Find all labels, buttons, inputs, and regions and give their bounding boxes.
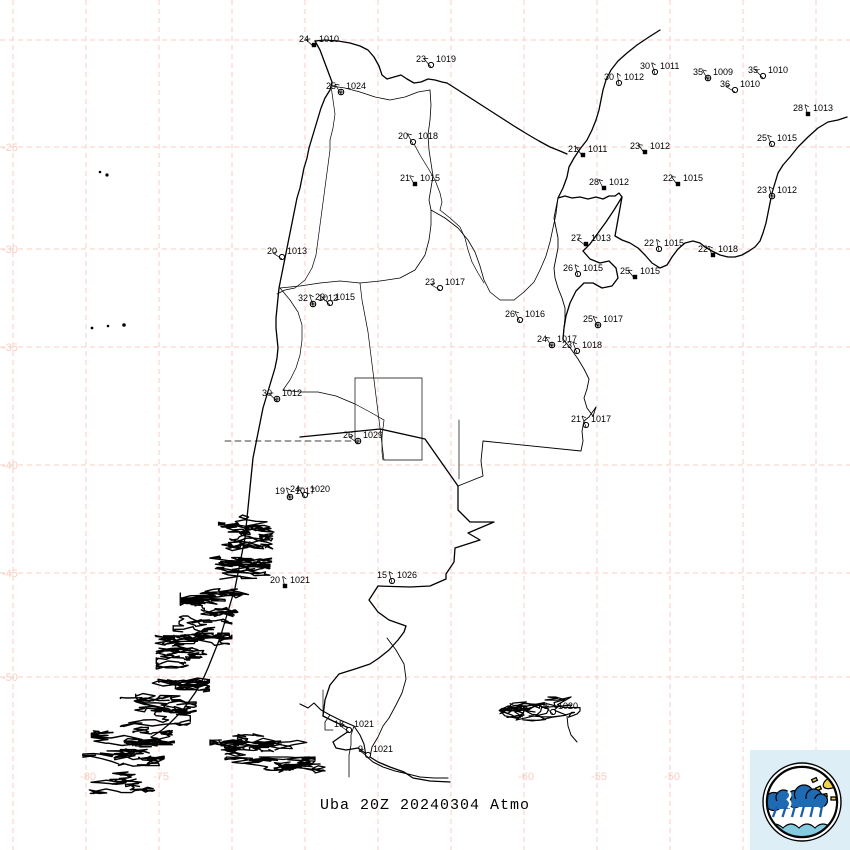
svg-text:1015: 1015 [583, 263, 603, 273]
svg-text:23: 23 [757, 185, 767, 195]
svg-text:32: 32 [298, 293, 308, 303]
svg-text:1012: 1012 [777, 185, 797, 195]
svg-text:1017: 1017 [603, 314, 623, 324]
svg-text:19: 19 [275, 486, 285, 496]
svg-text:1012: 1012 [282, 388, 302, 398]
svg-text:-25: -25 [2, 142, 18, 154]
svg-text:-55: -55 [591, 771, 607, 783]
svg-text:28: 28 [589, 177, 599, 187]
svg-text:27: 27 [571, 233, 581, 243]
svg-text:23: 23 [630, 141, 640, 151]
svg-text:22: 22 [698, 244, 708, 254]
svg-text:21: 21 [400, 173, 410, 183]
svg-text:23: 23 [425, 277, 435, 287]
svg-text:26: 26 [563, 263, 573, 273]
svg-text:30: 30 [604, 72, 614, 82]
svg-text:1020: 1020 [558, 701, 578, 711]
svg-text:1020: 1020 [310, 484, 330, 494]
svg-text:20: 20 [270, 575, 280, 585]
svg-text:1015: 1015 [664, 238, 684, 248]
svg-text:1012: 1012 [650, 141, 670, 151]
svg-text:1021: 1021 [354, 719, 374, 729]
svg-text:21: 21 [571, 414, 581, 424]
svg-text:1009: 1009 [713, 67, 733, 77]
svg-text:1013: 1013 [287, 246, 307, 256]
svg-text:-30: -30 [2, 244, 18, 256]
svg-text:-75: -75 [153, 771, 169, 783]
svg-text:1018: 1018 [718, 244, 738, 254]
svg-text:1017: 1017 [445, 277, 465, 287]
svg-text:1029: 1029 [363, 430, 383, 440]
svg-text:-60: -60 [518, 771, 534, 783]
svg-text:30: 30 [640, 61, 650, 71]
svg-text:36: 36 [720, 79, 730, 89]
svg-text:-50: -50 [2, 672, 18, 684]
svg-text:1018: 1018 [418, 131, 438, 141]
svg-text:1012: 1012 [609, 177, 629, 187]
svg-text:1015: 1015 [683, 173, 703, 183]
svg-text:25: 25 [326, 81, 336, 91]
svg-text:1011: 1011 [660, 61, 679, 71]
svg-text:22: 22 [663, 173, 673, 183]
svg-text:28: 28 [793, 103, 803, 113]
svg-text:1021: 1021 [373, 744, 393, 754]
svg-text:1012: 1012 [624, 72, 644, 82]
svg-text:1016: 1016 [525, 309, 545, 319]
svg-text:1010: 1010 [319, 34, 339, 44]
svg-text:1015: 1015 [335, 292, 355, 302]
svg-text:1013: 1013 [591, 233, 611, 243]
svg-text:26: 26 [505, 309, 515, 319]
svg-text:22: 22 [644, 238, 654, 248]
svg-text:1011: 1011 [588, 144, 607, 154]
svg-text:1013: 1013 [813, 103, 833, 113]
svg-text:23: 23 [562, 340, 572, 350]
svg-text:1015: 1015 [777, 133, 797, 143]
svg-text:-45: -45 [2, 568, 18, 580]
svg-text:-80: -80 [80, 771, 96, 783]
svg-text:21: 21 [568, 144, 578, 154]
svg-text:24: 24 [290, 484, 300, 494]
svg-text:1024: 1024 [346, 81, 366, 91]
svg-text:1017: 1017 [591, 414, 611, 424]
svg-text:24: 24 [537, 334, 547, 344]
svg-text:35: 35 [693, 67, 703, 77]
svg-text:-50: -50 [664, 771, 680, 783]
svg-text:1015: 1015 [640, 266, 660, 276]
svg-text:-35: -35 [2, 342, 18, 354]
svg-text:15: 15 [377, 570, 387, 580]
svg-text:1010: 1010 [768, 65, 788, 75]
svg-text:25: 25 [583, 314, 593, 324]
svg-text:20: 20 [398, 131, 408, 141]
svg-text:1021: 1021 [290, 575, 310, 585]
svg-text:-40: -40 [2, 460, 18, 472]
svg-text:1019: 1019 [436, 54, 456, 64]
svg-text:Uba 20Z 20240304 Atmo: Uba 20Z 20240304 Atmo [320, 797, 530, 814]
svg-text:1018: 1018 [582, 340, 602, 350]
svg-text:1010: 1010 [740, 79, 760, 89]
svg-text:1026: 1026 [397, 570, 417, 580]
svg-text:1015: 1015 [420, 173, 440, 183]
svg-text:25: 25 [757, 133, 767, 143]
